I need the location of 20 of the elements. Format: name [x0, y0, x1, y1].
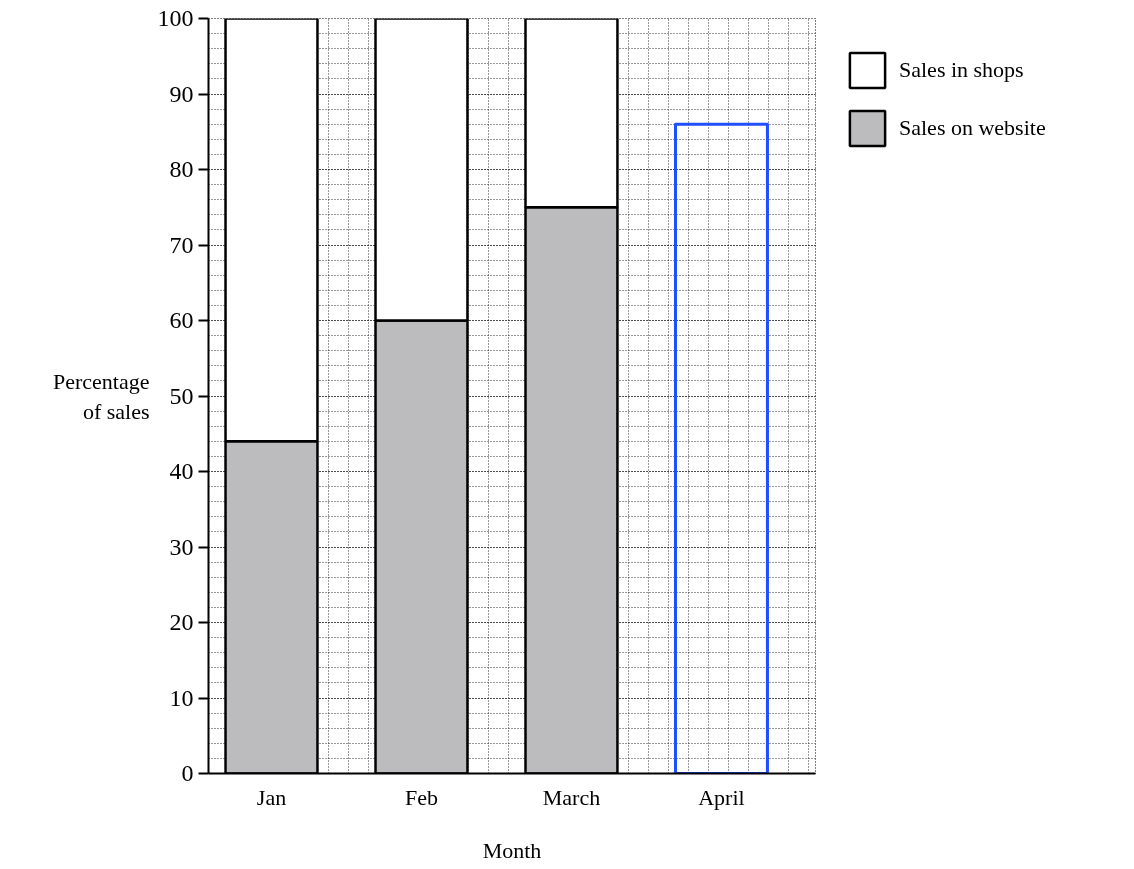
bar	[673, 122, 769, 774]
x-tick-label: Feb	[404, 784, 438, 810]
y-tick-label: 60	[169, 307, 194, 333]
x-tick-label: Jan	[256, 784, 287, 810]
y-tick-label: 100	[157, 5, 194, 31]
y-tick-label: 30	[169, 533, 194, 560]
y-tick-label: 10	[169, 684, 194, 711]
y-tick-label: 80	[169, 156, 194, 182]
y-tick-label: 40	[169, 458, 194, 484]
legend-label: Sales on website	[899, 115, 1046, 141]
y-tick-label: 90	[169, 80, 194, 107]
legend-label: Sales in shops	[899, 57, 1024, 83]
y-axis-title: Percentage of sales	[53, 368, 150, 424]
x-tick-label: March	[542, 784, 601, 810]
y-tick-label: 20	[169, 609, 194, 635]
x-axis-title: Month	[482, 837, 542, 863]
x-tick-label: April	[698, 784, 745, 810]
y-tick-label: 70	[169, 231, 194, 258]
y-tick-label: 50	[169, 382, 194, 409]
y-tick-label: 0	[181, 760, 194, 786]
